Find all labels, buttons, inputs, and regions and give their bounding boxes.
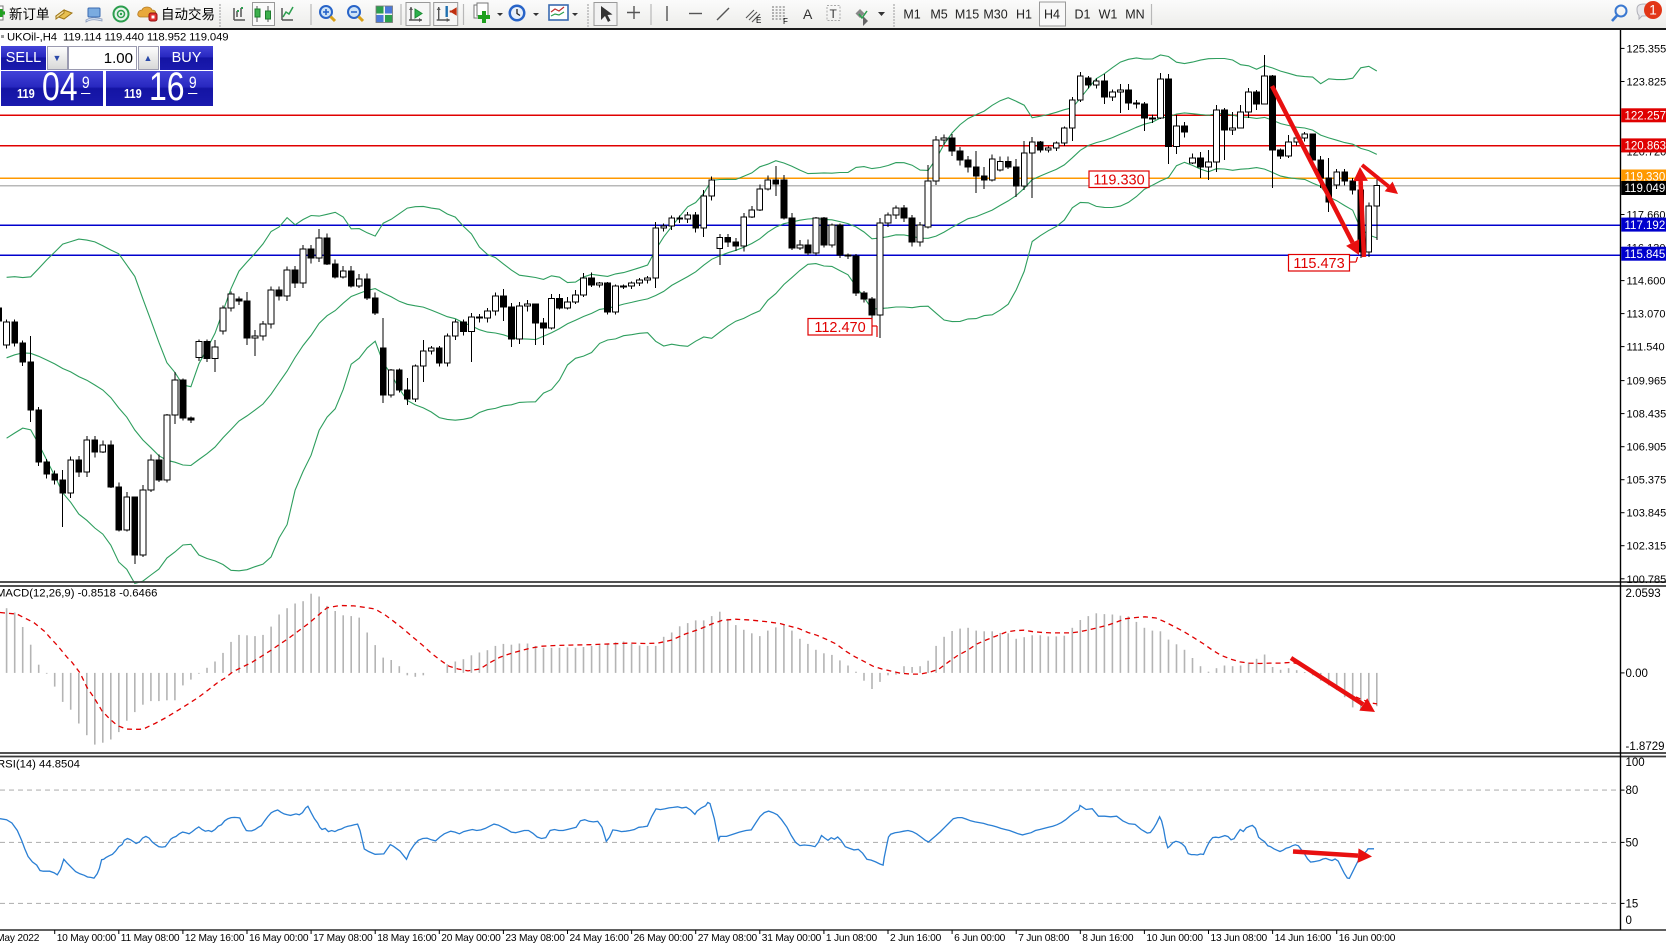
svg-text:H4: H4: [1044, 8, 1060, 22]
svg-text:18 May 16:00: 18 May 16:00: [377, 933, 437, 944]
svg-text:MACD(12,26,9) -0.8518 -0.6466: MACD(12,26,9) -0.8518 -0.6466: [0, 588, 157, 600]
svg-text:-1.8729: -1.8729: [1626, 741, 1665, 753]
svg-text:MN: MN: [1125, 8, 1144, 22]
svg-text:15: 15: [1626, 898, 1639, 910]
svg-text:UKOil-,H4 119.114 119.440 118: UKOil-,H4 119.114 119.440 118.952 119.04…: [7, 32, 228, 44]
svg-text:119.049: 119.049: [1625, 183, 1666, 195]
svg-text:117.192: 117.192: [1625, 220, 1666, 232]
svg-text:24 May 16:00: 24 May 16:00: [570, 933, 630, 944]
svg-text:8 Jun 16:00: 8 Jun 16:00: [1082, 933, 1134, 944]
svg-text:2 Jun 16:00: 2 Jun 16:00: [890, 933, 942, 944]
svg-text:10 Jun 00:00: 10 Jun 00:00: [1146, 933, 1203, 944]
svg-text:1: 1: [1649, 3, 1657, 18]
svg-text:102.315: 102.315: [1627, 541, 1666, 553]
svg-text:16 Jun 00:00: 16 Jun 00:00: [1339, 933, 1396, 944]
svg-text:16 May 00:00: 16 May 00:00: [249, 933, 309, 944]
svg-text:103.845: 103.845: [1627, 508, 1666, 520]
svg-text:113.070: 113.070: [1627, 309, 1666, 321]
svg-text:W1: W1: [1099, 8, 1118, 22]
svg-text:6 Jun 00:00: 6 Jun 00:00: [954, 933, 1006, 944]
svg-text:F: F: [783, 17, 788, 26]
svg-text:112.470: 112.470: [814, 320, 865, 336]
svg-text:0.00: 0.00: [1626, 668, 1648, 680]
svg-text:H1: H1: [1016, 8, 1032, 22]
svg-text:M15: M15: [955, 8, 979, 22]
svg-text:1 Jun 08:00: 1 Jun 08:00: [826, 933, 878, 944]
svg-text:120.863: 120.863: [1625, 141, 1666, 153]
svg-text:125.355: 125.355: [1627, 43, 1666, 55]
svg-text:10 May 00:00: 10 May 00:00: [57, 933, 117, 944]
svg-text:9 May 2022: 9 May 2022: [0, 933, 40, 944]
svg-text:115.845: 115.845: [1625, 249, 1666, 261]
svg-text:RSI(14) 44.8504: RSI(14) 44.8504: [0, 759, 80, 771]
svg-text:E: E: [756, 16, 761, 25]
svg-text:106.905: 106.905: [1627, 442, 1666, 454]
svg-text:123.825: 123.825: [1627, 77, 1666, 89]
svg-text:14 Jun 16:00: 14 Jun 16:00: [1275, 933, 1332, 944]
svg-text:111.540: 111.540: [1627, 342, 1665, 354]
svg-text:115.473: 115.473: [1293, 256, 1344, 272]
svg-text:0: 0: [1626, 915, 1632, 927]
svg-text:31 May 00:00: 31 May 00:00: [762, 933, 822, 944]
svg-text:2.0593: 2.0593: [1626, 588, 1661, 600]
svg-text:20 May 00:00: 20 May 00:00: [441, 933, 501, 944]
svg-text:M5: M5: [930, 8, 947, 22]
svg-text:7 Jun 08:00: 7 Jun 08:00: [1018, 933, 1070, 944]
svg-text:114.600: 114.600: [1627, 276, 1666, 288]
svg-text:M1: M1: [903, 8, 920, 22]
svg-text:119.330: 119.330: [1093, 173, 1144, 189]
svg-text:80: 80: [1626, 785, 1639, 797]
svg-text:105.375: 105.375: [1627, 475, 1666, 487]
svg-text:100: 100: [1626, 757, 1645, 769]
svg-text:D1: D1: [1075, 8, 1091, 22]
svg-text:A: A: [803, 6, 813, 22]
svg-text:50: 50: [1626, 837, 1639, 849]
svg-text:122.257: 122.257: [1625, 111, 1666, 123]
svg-text:100.785: 100.785: [1627, 574, 1666, 586]
svg-text:17 May 08:00: 17 May 08:00: [313, 933, 373, 944]
svg-text:M30: M30: [983, 8, 1007, 22]
svg-text:11 May 08:00: 11 May 08:00: [121, 933, 180, 944]
svg-text:12 May 16:00: 12 May 16:00: [185, 933, 245, 944]
svg-text:23 May 08:00: 23 May 08:00: [505, 933, 565, 944]
svg-text:26 May 00:00: 26 May 00:00: [634, 933, 694, 944]
svg-text:27 May 08:00: 27 May 08:00: [698, 933, 758, 944]
svg-text:119.330: 119.330: [1625, 172, 1666, 184]
svg-text:109.965: 109.965: [1627, 376, 1666, 388]
svg-text:新订单: 新订单: [9, 7, 50, 22]
svg-text:T: T: [830, 7, 838, 21]
svg-text:自动交易: 自动交易: [161, 6, 215, 22]
svg-text:108.435: 108.435: [1627, 409, 1666, 421]
svg-text:13 Jun 08:00: 13 Jun 08:00: [1211, 933, 1268, 944]
